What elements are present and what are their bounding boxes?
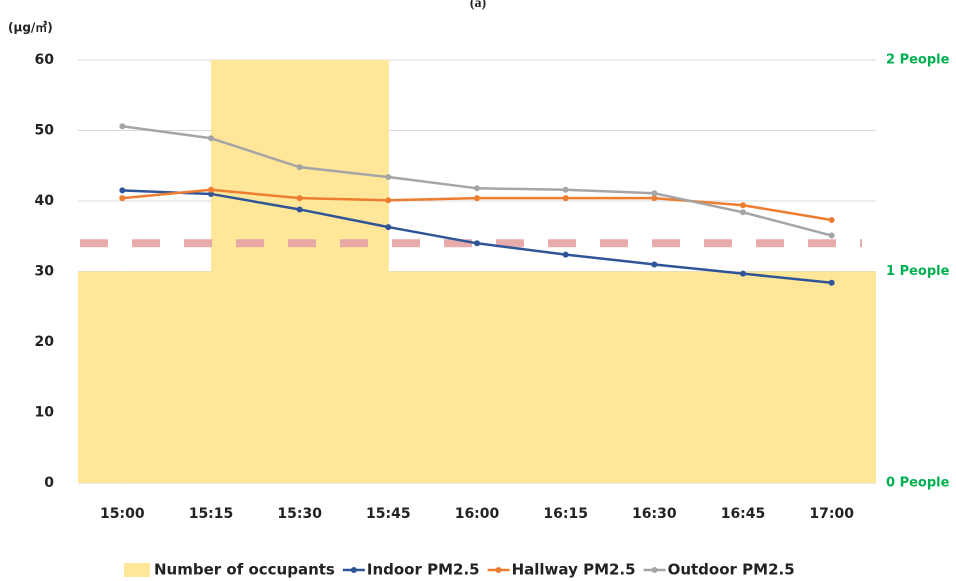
occupant-area (743, 271, 833, 483)
data-point (651, 261, 658, 268)
y-tick-label: 0 (44, 475, 54, 491)
data-point (651, 190, 658, 197)
y-tick-label: 50 (35, 123, 55, 139)
data-point (562, 195, 569, 202)
occupant-area (299, 60, 389, 483)
occupant-area (565, 271, 655, 483)
legend-swatch (350, 567, 357, 573)
data-point (385, 224, 392, 231)
y-tick-label: 30 (35, 264, 55, 280)
data-point (562, 186, 569, 193)
legend-swatch (124, 563, 150, 577)
x-tick-label: 15:45 (366, 506, 411, 522)
data-point (208, 190, 214, 197)
legend-swatch (651, 567, 658, 573)
y-tick-label: 60 (35, 52, 55, 68)
data-point (119, 187, 126, 194)
occupant-area (477, 271, 567, 483)
data-point (385, 197, 392, 204)
data-point (828, 232, 835, 239)
data-point (828, 217, 835, 224)
x-tick-label: 16:30 (632, 506, 677, 522)
y2-tick-label: 1 People (886, 264, 950, 279)
data-point (740, 209, 746, 216)
y-tick-label: 10 (35, 405, 55, 421)
data-point (740, 270, 746, 277)
data-point (562, 251, 569, 258)
data-point (296, 164, 303, 171)
data-point (385, 174, 392, 181)
legend-label: Number of occupants (154, 561, 335, 579)
y-axis-label: (μg/㎥) (8, 20, 53, 35)
occupant-area (388, 271, 478, 483)
data-point (208, 135, 214, 142)
x-tick-label: 16:15 (543, 506, 588, 522)
legend-label: Indoor PM2.5 (367, 561, 480, 579)
chart-title: (a) (470, 0, 487, 11)
data-point (119, 123, 126, 130)
x-tick-label: 15:00 (100, 506, 145, 522)
data-point (474, 185, 480, 192)
data-point (474, 195, 480, 202)
occupant-area (654, 271, 744, 483)
x-tick-label: 17:00 (809, 506, 854, 522)
occupant-area (122, 271, 212, 483)
occupant-area (78, 271, 123, 483)
occupant-area (211, 60, 301, 483)
data-point (119, 195, 126, 202)
x-tick-label: 15:15 (189, 506, 234, 522)
data-point (208, 186, 214, 193)
data-point (651, 195, 658, 202)
legend-swatch (495, 567, 502, 573)
data-point (740, 202, 746, 209)
x-tick-label: 16:00 (455, 506, 500, 522)
legend-label: Outdoor PM2.5 (668, 561, 795, 579)
data-point (296, 195, 303, 202)
y-tick-label: 40 (35, 193, 55, 209)
data-point (828, 279, 835, 286)
data-point (474, 240, 480, 247)
occupant-area (831, 271, 876, 483)
y-tick-label: 20 (35, 334, 55, 350)
y2-tick-label: 0 People (886, 476, 950, 491)
data-point (296, 206, 303, 213)
y2-tick-label: 2 People (886, 53, 950, 68)
legend-label: Hallway PM2.5 (512, 561, 636, 579)
x-tick-label: 16:45 (721, 506, 766, 522)
x-tick-label: 15:30 (277, 506, 322, 522)
